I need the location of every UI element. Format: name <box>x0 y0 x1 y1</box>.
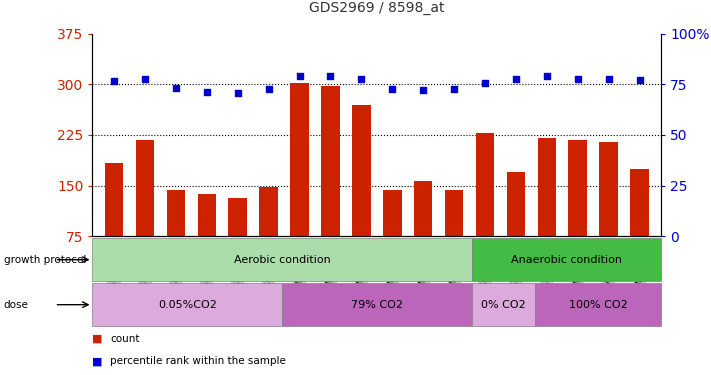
Text: 79% CO2: 79% CO2 <box>351 300 403 310</box>
Text: 100% CO2: 100% CO2 <box>569 300 627 310</box>
Bar <box>166 190 185 287</box>
Point <box>108 78 119 84</box>
Bar <box>445 190 464 287</box>
Text: Aerobic condition: Aerobic condition <box>234 255 331 265</box>
Text: count: count <box>110 334 139 344</box>
Text: 0% CO2: 0% CO2 <box>481 300 525 310</box>
Point <box>201 90 213 96</box>
Point <box>449 86 460 92</box>
Bar <box>352 105 370 287</box>
Point <box>294 73 305 79</box>
Text: percentile rank within the sample: percentile rank within the sample <box>110 356 286 366</box>
Bar <box>92 283 282 326</box>
Text: Anaerobic condition: Anaerobic condition <box>511 255 622 265</box>
Point <box>325 73 336 79</box>
Bar <box>228 198 247 287</box>
Text: ■: ■ <box>92 356 103 366</box>
Point <box>572 76 584 82</box>
Point <box>356 76 367 82</box>
Point <box>263 86 274 92</box>
Text: growth protocol: growth protocol <box>4 255 86 265</box>
Point <box>510 76 522 82</box>
Bar <box>383 190 402 287</box>
Bar <box>92 238 471 281</box>
Point <box>479 80 491 86</box>
Point <box>634 76 646 82</box>
Point <box>541 73 552 79</box>
Point <box>139 76 151 82</box>
Bar <box>538 138 556 287</box>
Bar <box>535 283 661 326</box>
Point <box>417 87 429 93</box>
Bar <box>471 238 661 281</box>
Bar <box>414 181 432 287</box>
Text: 0.05%CO2: 0.05%CO2 <box>158 300 217 310</box>
Bar <box>282 283 471 326</box>
Bar <box>105 164 123 287</box>
Bar <box>136 140 154 287</box>
Point <box>387 86 398 92</box>
Bar <box>260 187 278 287</box>
Bar <box>290 83 309 287</box>
Bar <box>631 169 649 287</box>
Text: GDS2969 / 8598_at: GDS2969 / 8598_at <box>309 1 444 15</box>
Text: ■: ■ <box>92 334 103 344</box>
Text: dose: dose <box>4 300 28 310</box>
Point <box>232 90 243 96</box>
Bar <box>569 140 587 287</box>
Point <box>170 86 181 92</box>
Point <box>603 76 614 82</box>
Bar <box>599 142 618 287</box>
Bar <box>507 172 525 287</box>
Bar <box>471 283 535 326</box>
Bar <box>321 86 340 287</box>
Bar <box>476 133 494 287</box>
Bar <box>198 194 216 287</box>
